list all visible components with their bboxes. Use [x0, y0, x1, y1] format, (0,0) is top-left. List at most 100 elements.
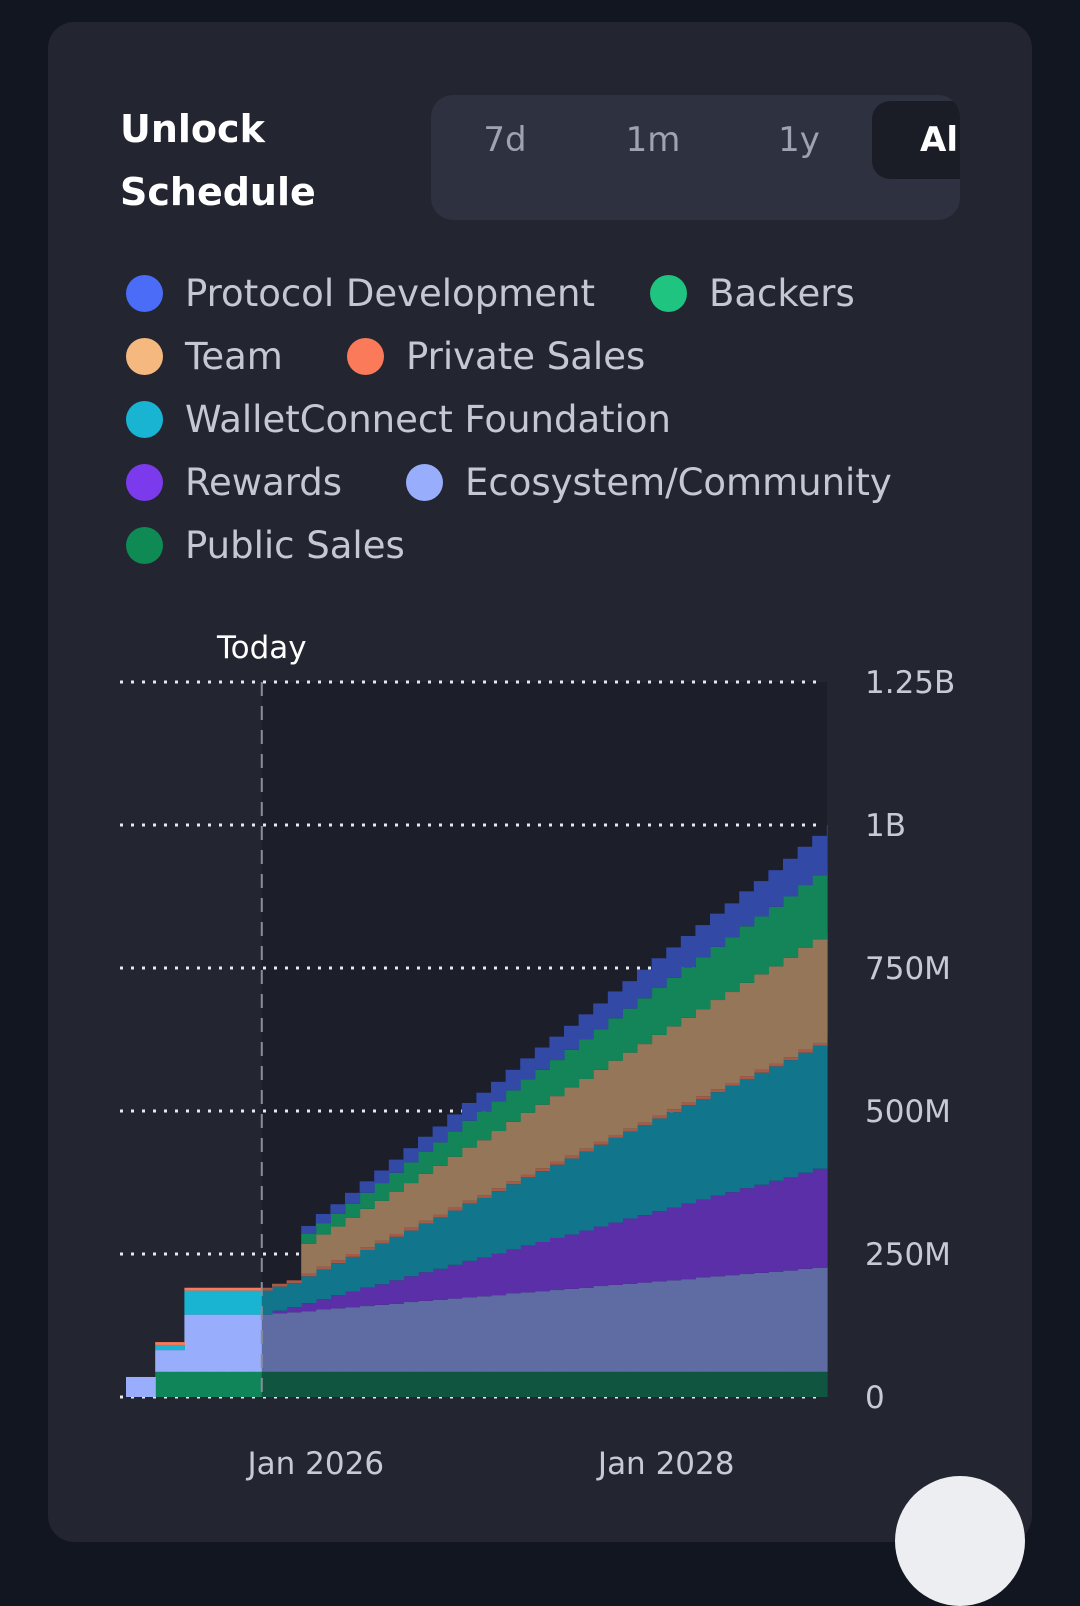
legend-item-walletconnect-foundation[interactable]: WalletConnect Foundation: [126, 398, 671, 441]
area-step-walletconnect-foundation: [242, 1290, 258, 1315]
area-step-team: [753, 974, 769, 1070]
area-step-walletconnect-foundation: [534, 1171, 550, 1242]
area-step-walletconnect-foundation: [359, 1249, 375, 1288]
area-step-public-sales: [491, 1371, 507, 1397]
area-step-team: [680, 1017, 696, 1103]
area-step-private-sales: [593, 1141, 609, 1145]
area-step-walletconnect-foundation: [666, 1112, 682, 1208]
tab-1y[interactable]: 1y: [778, 120, 820, 160]
area-step-backers: [739, 926, 755, 983]
area-step-private-sales: [666, 1109, 682, 1113]
title-line-2: Schedule: [120, 170, 316, 214]
area-step-rewards: [666, 1207, 682, 1281]
area-step-walletconnect-foundation: [228, 1290, 244, 1315]
area-step-protocol-development: [768, 870, 784, 907]
area-step-walletconnect-foundation: [680, 1105, 696, 1204]
area-step-protocol-development: [651, 958, 667, 989]
floating-action-button[interactable]: [895, 1476, 1025, 1606]
area-step-ecosystem-community: [637, 1282, 653, 1372]
area-step-rewards: [710, 1195, 726, 1277]
area-step-public-sales: [155, 1371, 171, 1397]
tab-1m[interactable]: 1m: [625, 120, 681, 160]
area-step-backers: [666, 977, 682, 1027]
area-step-backers: [783, 896, 799, 958]
legend-item-public-sales[interactable]: Public Sales: [126, 524, 405, 567]
area-step-ecosystem-community: [768, 1271, 784, 1372]
area-step-public-sales: [783, 1371, 799, 1397]
area-step-team: [388, 1191, 404, 1234]
legend-item-protocol-development[interactable]: Protocol Development: [126, 272, 595, 315]
area-step-rewards: [564, 1234, 580, 1289]
area-step-team: [666, 1026, 682, 1110]
area-step-backers: [315, 1223, 331, 1235]
area-step-team: [739, 982, 755, 1077]
area-step-private-sales: [155, 1342, 171, 1345]
area-step-public-sales: [461, 1371, 477, 1397]
area-step-ecosystem-community: [184, 1314, 200, 1372]
area-step-public-sales: [272, 1371, 288, 1397]
area-step-walletconnect-foundation: [199, 1290, 215, 1315]
area-step-public-sales: [797, 1371, 813, 1397]
area-step-protocol-development: [622, 981, 638, 1009]
area-step-walletconnect-foundation: [184, 1290, 200, 1315]
area-step-team: [491, 1131, 507, 1189]
area-step-private-sales: [213, 1287, 229, 1291]
area-step-private-sales: [768, 1063, 784, 1067]
tab-7d[interactable]: 7d: [483, 120, 527, 160]
legend-dot-icon: [126, 527, 163, 564]
area-step-public-sales: [505, 1371, 521, 1397]
area-step-walletconnect-foundation: [651, 1118, 667, 1212]
area-step-walletconnect-foundation: [783, 1060, 799, 1178]
area-step-ecosystem-community: [330, 1308, 346, 1372]
area-step-private-sales: [710, 1089, 726, 1093]
area-step-rewards: [345, 1291, 361, 1308]
area-step-rewards: [826, 1165, 828, 1267]
area-step-ecosystem-community: [753, 1272, 769, 1372]
area-step-ecosystem-community: [261, 1314, 273, 1372]
area-step-team: [461, 1147, 477, 1201]
area-step-protocol-development: [418, 1136, 434, 1152]
legend-dot-icon: [126, 275, 163, 312]
legend-item-backers[interactable]: Backers: [650, 272, 855, 315]
area-step-backers: [753, 916, 769, 975]
legend-item-private-sales[interactable]: Private Sales: [347, 335, 645, 378]
area-step-public-sales: [739, 1371, 755, 1397]
area-step-public-sales: [447, 1371, 463, 1397]
area-step-public-sales: [403, 1371, 419, 1397]
legend-item-ecosystem-community[interactable]: Ecosystem/Community: [406, 461, 892, 504]
area-step-ecosystem-community: [359, 1306, 375, 1372]
legend-dot-icon: [347, 338, 384, 375]
area-step-private-sales: [447, 1207, 463, 1211]
area-step-walletconnect-foundation: [272, 1286, 288, 1311]
y-tick-label: 0: [865, 1380, 885, 1416]
area-step-walletconnect-foundation: [797, 1052, 813, 1173]
area-step-public-sales: [637, 1371, 653, 1397]
area-step-team: [549, 1096, 565, 1162]
area-step-walletconnect-foundation: [724, 1085, 740, 1193]
area-step-protocol-development: [359, 1181, 375, 1193]
area-step-rewards: [637, 1215, 653, 1283]
area-step-protocol-development: [607, 991, 623, 1019]
area-step-team: [695, 1009, 711, 1097]
area-step-private-sales: [169, 1342, 185, 1345]
legend-item-rewards[interactable]: Rewards: [126, 461, 342, 504]
area-step-public-sales: [388, 1371, 404, 1397]
area-step-walletconnect-foundation: [637, 1125, 653, 1216]
area-step-backers: [680, 967, 696, 1018]
area-step-public-sales: [199, 1371, 215, 1397]
tab-all[interactable]: All: [872, 101, 960, 179]
area-step-ecosystem-community: [315, 1309, 331, 1372]
legend-label: Public Sales: [185, 524, 405, 567]
area-step-team: [710, 1000, 726, 1090]
area-step-private-sales: [622, 1128, 638, 1132]
area-step-rewards: [651, 1211, 667, 1282]
area-step-team: [593, 1069, 609, 1142]
area-step-ecosystem-community: [783, 1270, 799, 1372]
area-step-ecosystem-community: [403, 1302, 419, 1372]
area-step-walletconnect-foundation: [403, 1230, 419, 1277]
area-step-protocol-development: [549, 1036, 565, 1061]
area-step-private-sales: [578, 1148, 594, 1152]
legend-item-team[interactable]: Team: [126, 335, 283, 378]
legend-label: Ecosystem/Community: [465, 461, 892, 504]
area-step-team: [651, 1034, 667, 1116]
